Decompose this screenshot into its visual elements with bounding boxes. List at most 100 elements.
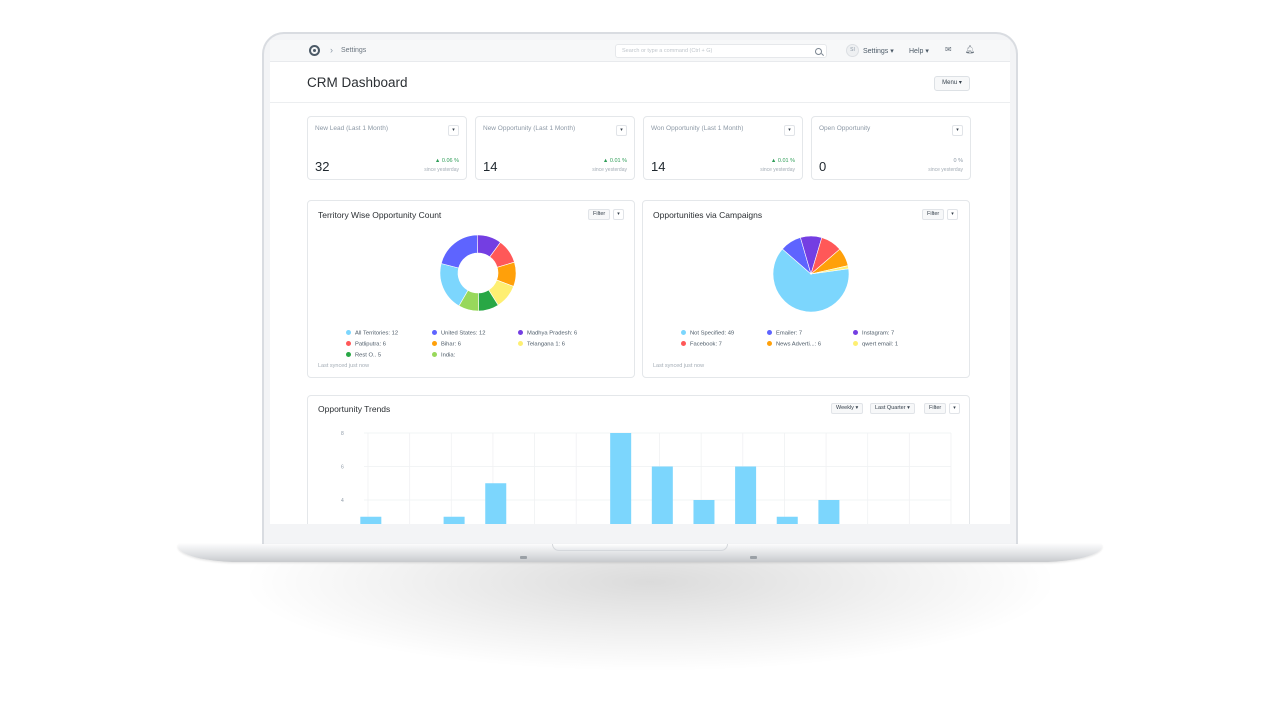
- legend-swatch: [853, 341, 858, 346]
- legend-label: All Territories: 12: [355, 330, 399, 337]
- card-change: ▲ 0.01 %: [602, 158, 627, 164]
- help-dropdown[interactable]: Help ▾: [909, 48, 929, 55]
- pie-slice[interactable]: [440, 234, 478, 269]
- card-since: since yesterday: [424, 167, 459, 173]
- card-since: since yesterday: [760, 167, 795, 173]
- search-placeholder: Search or type a command (Ctrl + G): [622, 48, 713, 54]
- bar[interactable]: [818, 500, 840, 524]
- legend-swatch: [432, 341, 437, 346]
- pie-slice[interactable]: [772, 248, 850, 313]
- bar[interactable]: [735, 466, 757, 525]
- bar[interactable]: [651, 466, 673, 525]
- y-tick-label: 8: [341, 431, 344, 437]
- pie-slice[interactable]: [810, 265, 849, 275]
- legend-item: Patliputra: 6: [346, 341, 386, 348]
- bar[interactable]: [693, 500, 715, 524]
- bar[interactable]: [485, 483, 507, 524]
- legend-swatch: [518, 330, 523, 335]
- y-tick-label: 4: [341, 498, 344, 504]
- legend-swatch: [432, 330, 437, 335]
- card-value: 32: [315, 159, 330, 174]
- breadcrumb[interactable]: Settings: [341, 47, 367, 54]
- legend-item: Emailer: 7: [767, 330, 802, 337]
- laptop-base: [178, 544, 1102, 562]
- legend-label: Telangana 1: 6: [527, 341, 566, 348]
- legend-label: qwert email: 1: [862, 341, 899, 348]
- weekly-dropdown[interactable]: Weekly ▾: [831, 403, 864, 414]
- navbar: › Settings Search or type a command (Ctr…: [270, 40, 1010, 62]
- card-title: Won Opportunity (Last 1 Month): [651, 125, 744, 132]
- chevron-right-icon: ›: [330, 45, 333, 55]
- legend-item: Facebook: 7: [681, 341, 722, 348]
- legend-swatch: [767, 341, 772, 346]
- legend-item: All Territories: 12: [346, 330, 398, 337]
- laptop-screen: › Settings Search or type a command (Ctr…: [270, 40, 1010, 524]
- bar[interactable]: [443, 516, 465, 524]
- y-tick-label: 6: [341, 465, 344, 471]
- card-value: 0: [819, 159, 827, 174]
- legend-label: Facebook: 7: [690, 341, 722, 348]
- legend-label: Bihar: 6: [441, 341, 461, 348]
- legend-label: Patliputra: 6: [355, 341, 386, 348]
- laptop-shadow: [250, 560, 1050, 670]
- legend-item: Bihar: 6: [432, 341, 461, 348]
- legend-item: India:: [432, 352, 455, 359]
- number-card: New Lead (Last 1 Month) ▾ 32 ▲ 0.06 % si…: [307, 116, 467, 180]
- app-logo-icon[interactable]: [309, 45, 320, 56]
- opportunity-trends-card: Opportunity Trends Weekly ▾ Last Quarter…: [307, 395, 970, 524]
- legend-item: Not Specified: 49: [681, 330, 734, 337]
- chart-legend: All Territories: 12 United States: 12 Madh…: [346, 330, 616, 360]
- page-title: CRM Dashboard: [307, 75, 408, 90]
- chevron-down-icon[interactable]: ▾: [952, 125, 963, 136]
- bell-icon[interactable]: 🔔︎: [965, 45, 976, 54]
- quarter-dropdown[interactable]: Last Quarter ▾: [870, 403, 915, 414]
- settings-dropdown[interactable]: Settings ▾: [863, 48, 894, 55]
- pie-slice[interactable]: [458, 289, 479, 312]
- legend-swatch: [853, 330, 858, 335]
- campaign-pie-chart: [772, 235, 850, 313]
- filter-button[interactable]: Filter: [922, 209, 945, 220]
- chevron-down-icon[interactable]: ▾: [616, 125, 627, 136]
- filter-button[interactable]: Filter: [924, 403, 947, 414]
- chevron-down-icon[interactable]: ▾: [448, 125, 459, 136]
- legend-label: Emailer: 7: [776, 330, 803, 337]
- card-since: since yesterday: [928, 167, 963, 173]
- opportunity-bar-chart: 2468: [341, 431, 952, 525]
- bar[interactable]: [360, 516, 382, 524]
- chevron-down-icon[interactable]: ▾: [949, 403, 960, 414]
- chart-title: Opportunities via Campaigns: [653, 210, 763, 220]
- chevron-down-icon[interactable]: ▾: [947, 209, 958, 220]
- legend-swatch: [518, 341, 523, 346]
- legend-item: qwert email: 1: [853, 341, 898, 348]
- chart-title: Territory Wise Opportunity Count: [318, 210, 442, 220]
- legend-label: Not Specified: 49: [690, 330, 735, 337]
- card-value: 14: [483, 159, 498, 174]
- filter-button[interactable]: Filter: [588, 209, 611, 220]
- chat-icon[interactable]: ✉: [945, 45, 952, 54]
- legend-label: United States: 12: [441, 330, 486, 337]
- legend-swatch: [346, 352, 351, 357]
- card-change: ▲ 0.01 %: [770, 158, 795, 164]
- legend-label: Instagram: 7: [862, 330, 895, 337]
- legend-swatch: [767, 330, 772, 335]
- card-change: 0 %: [953, 158, 963, 164]
- territory-donut-chart: [439, 234, 517, 312]
- legend-item: News Adverti...: 6: [767, 341, 821, 348]
- chart-legend: Not Specified: 49 Emailer: 7 Instagram: 7 F…: [681, 330, 951, 360]
- number-card: New Opportunity (Last 1 Month) ▾ 14 ▲ 0.…: [475, 116, 635, 180]
- legend-swatch: [346, 341, 351, 346]
- search-input[interactable]: Search or type a command (Ctrl + G): [615, 44, 827, 58]
- bar[interactable]: [776, 516, 798, 524]
- avatar[interactable]: SI: [846, 44, 859, 57]
- search-icon[interactable]: [815, 48, 822, 55]
- legend-item: Rest O.. 5: [346, 352, 381, 359]
- chevron-down-icon[interactable]: ▾: [613, 209, 624, 220]
- legend-label: News Adverti...: 6: [776, 341, 822, 348]
- chevron-down-icon[interactable]: ▾: [784, 125, 795, 136]
- legend-label: India:: [441, 352, 456, 359]
- bar[interactable]: [610, 433, 632, 524]
- menu-button[interactable]: Menu ▾: [934, 76, 970, 91]
- legend-item: Instagram: 7: [853, 330, 894, 337]
- legend-item: United States: 12: [432, 330, 485, 337]
- legend-swatch: [681, 341, 686, 346]
